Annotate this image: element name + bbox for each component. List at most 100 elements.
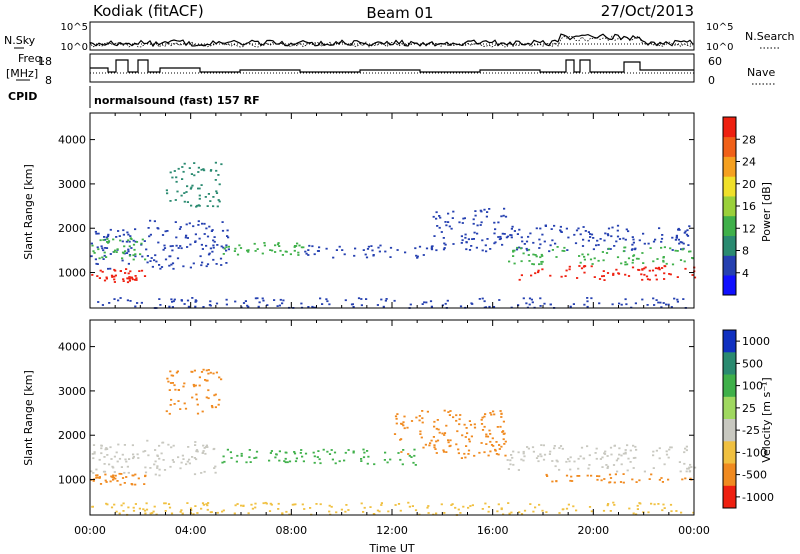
scatter-cell	[627, 275, 631, 277]
scatter-cell	[367, 455, 370, 458]
scatter-cell	[618, 453, 621, 456]
scatter-cell	[681, 248, 684, 251]
scatter-cell	[143, 240, 146, 242]
scatter-cell	[173, 403, 176, 405]
scatter-cell	[246, 249, 249, 252]
scatter-cell	[669, 247, 672, 250]
scatter-cell	[202, 503, 205, 506]
scatter-cell	[128, 278, 131, 280]
scatter-cell	[198, 197, 201, 200]
colorbar-tick-label: -100	[742, 446, 767, 459]
scatter-cell	[239, 247, 243, 249]
scatter-cell	[523, 243, 526, 245]
scatter-cell	[154, 254, 157, 257]
scatter-cell	[205, 265, 208, 268]
scatter-cell	[646, 278, 650, 281]
scatter-cell	[112, 478, 115, 481]
scatter-cell	[654, 238, 657, 241]
scatter-cell	[493, 221, 496, 224]
scatter-cell	[396, 413, 399, 415]
scatter-cell	[205, 379, 208, 382]
scatter-cell	[181, 178, 184, 180]
colorbar-tick-label: 24	[742, 156, 756, 169]
scatter-cell	[144, 258, 147, 261]
scatter-cell	[262, 299, 265, 302]
scatter-cell	[177, 456, 180, 459]
scatter-cell	[181, 512, 184, 515]
scatter-cell	[433, 444, 436, 447]
scatter-cell	[209, 300, 212, 303]
scatter-cell	[522, 252, 525, 255]
scatter-cell	[517, 451, 520, 454]
scatter-cell	[507, 468, 510, 470]
scatter-cell	[104, 479, 107, 482]
scatter-cell	[450, 227, 453, 230]
scatter-cell	[367, 245, 370, 248]
scatter-cell	[203, 470, 206, 473]
scatter-cell	[596, 478, 599, 481]
scatter-cell	[376, 304, 379, 306]
velocity-scatter	[90, 368, 697, 516]
scatter-cell	[302, 246, 305, 249]
scatter-cell	[211, 229, 214, 231]
scatter-cell	[182, 458, 185, 460]
scatter-cell	[598, 475, 601, 478]
scatter-cell	[144, 466, 147, 469]
scatter-cell	[480, 423, 484, 425]
scatter-cell	[685, 445, 688, 448]
scatter-cell	[657, 266, 661, 269]
scatter-cell	[654, 267, 658, 270]
scatter-cell	[362, 456, 366, 459]
scatter-cell	[549, 303, 552, 306]
scatter-cell	[168, 305, 171, 308]
scatter-cell	[624, 449, 627, 451]
scatter-cell	[626, 469, 629, 472]
scatter-cell	[451, 217, 454, 219]
scatter-cell	[509, 234, 512, 236]
scatter-cell	[107, 267, 110, 270]
scatter-cell	[256, 297, 259, 300]
scatter-cell	[578, 255, 581, 257]
scatter-cell	[489, 248, 492, 250]
scatter-cell	[125, 252, 129, 254]
scatter-cell	[216, 205, 219, 208]
scatter-cell	[606, 233, 609, 235]
scatter-cell	[559, 445, 563, 447]
scatter-cell	[103, 463, 106, 465]
scatter-cell	[274, 244, 277, 247]
scatter-cell	[632, 512, 635, 515]
scatter-cell	[679, 259, 683, 261]
scatter-cell	[222, 253, 225, 255]
scatter-cell	[157, 241, 160, 244]
scatter-cell	[548, 250, 551, 253]
scatter-cell	[154, 449, 157, 451]
scatter-cell	[285, 250, 288, 253]
scatter-cell	[141, 238, 144, 241]
scatter-cell	[175, 244, 178, 247]
scatter-cell	[643, 273, 646, 276]
scatter-cell	[214, 179, 217, 181]
scatter-cell	[481, 239, 484, 242]
scatter-cell	[215, 192, 219, 194]
noise-panel-frame	[89, 21, 695, 51]
scatter-cell	[435, 440, 438, 443]
scatter-cell	[214, 465, 217, 468]
scatter-cell	[687, 244, 690, 246]
scatter-cell	[420, 436, 423, 439]
scatter-cell	[458, 418, 461, 421]
scatter-cell	[169, 465, 172, 468]
noise-search-trace	[89, 35, 694, 48]
scatter-cell	[450, 504, 453, 506]
scatter-cell	[440, 503, 443, 506]
scatter-cell	[622, 481, 625, 484]
scatter-cell	[554, 465, 557, 468]
scatter-cell	[132, 509, 136, 512]
scatter-cell	[559, 229, 562, 232]
scatter-cell	[661, 267, 664, 269]
xtick-label: 16:00	[477, 524, 509, 537]
colorbar-tick-label: 28	[742, 133, 756, 146]
scatter-cell	[134, 278, 137, 281]
scatter-cell	[149, 467, 152, 469]
scatter-cell	[619, 481, 623, 483]
scatter-cell	[438, 226, 441, 229]
